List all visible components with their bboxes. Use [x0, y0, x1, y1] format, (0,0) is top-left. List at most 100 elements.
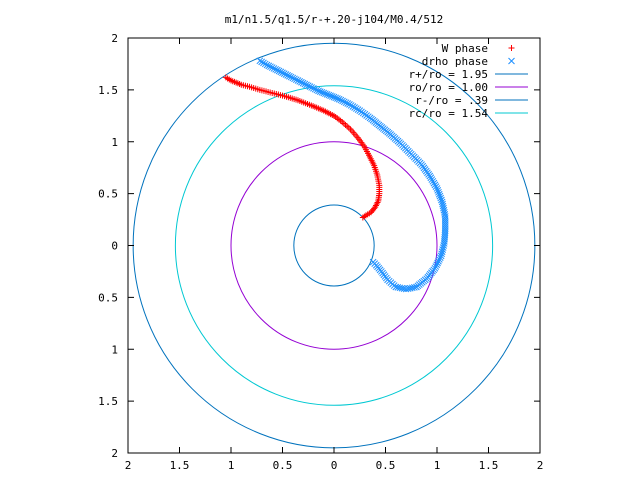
- series-1-marker: [268, 64, 276, 71]
- series-1-marker: [431, 181, 439, 189]
- series-1-marker: [435, 190, 443, 198]
- series-1-marker: [434, 259, 441, 267]
- series-1-marker: [394, 284, 402, 291]
- series-1-marker: [273, 66, 281, 74]
- series-1-marker: [282, 71, 290, 78]
- series-1-marker: [426, 172, 434, 180]
- x-tick-label: 0.5: [273, 459, 293, 472]
- series-1-marker: [340, 98, 348, 106]
- series-1-marker: [410, 284, 418, 291]
- y-tick-label: 1.5: [98, 84, 118, 97]
- series-1-marker: [438, 248, 446, 256]
- series-1-marker: [298, 78, 305, 86]
- x-tick-label: 0.5: [376, 459, 396, 472]
- y-tick-label: 0: [111, 240, 118, 253]
- legend-entry-2: r+/ro = 1.95: [409, 68, 528, 81]
- series-1-marker: [260, 59, 267, 67]
- series-1-marker: [437, 194, 445, 202]
- series-1-marker: [396, 284, 404, 292]
- series-1-marker: [440, 206, 448, 214]
- series-1-marker: [440, 240, 448, 247]
- series-1-marker: [265, 62, 273, 70]
- series-1-marker: [291, 75, 298, 83]
- series-1-marker: [258, 58, 265, 66]
- series-1-marker: [440, 204, 447, 212]
- series-1-marker: [279, 69, 286, 77]
- series-1-marker: [315, 87, 322, 95]
- series-1-marker: [303, 81, 310, 89]
- legend-entry-5: rc/ro = 1.54: [409, 107, 528, 120]
- series-1-marker: [322, 90, 329, 98]
- series-1-marker: [408, 284, 416, 292]
- legend-label: drho phase: [422, 55, 488, 68]
- y-tick-label: 0.5: [98, 291, 118, 304]
- series-1-marker: [438, 250, 445, 258]
- series-1-marker: [275, 67, 283, 75]
- legend-marker-sample: [508, 57, 515, 65]
- series-1-marker: [284, 71, 292, 79]
- series-1-marker: [406, 284, 414, 292]
- series-1-marker: [325, 91, 333, 99]
- series-1-marker: [335, 95, 343, 103]
- series-1-marker: [330, 93, 338, 101]
- x-tick-label: 2: [125, 459, 132, 472]
- series-1-marker: [437, 252, 445, 260]
- series-1-marker: [435, 257, 442, 265]
- series-1-marker: [308, 84, 316, 91]
- series-1-marker: [289, 74, 297, 82]
- series-1-marker: [311, 85, 319, 93]
- series-1-marker: [434, 187, 442, 194]
- series-1-marker: [438, 196, 445, 204]
- series-1-marker: [428, 176, 436, 183]
- series-1-marker: [344, 100, 352, 107]
- series-1-marker: [292, 76, 300, 84]
- series-1-marker: [440, 242, 448, 249]
- series-1-marker: [438, 198, 446, 206]
- legend-entry-3: ro/ro = 1.00: [409, 81, 528, 94]
- y-tick-label: 1.5: [98, 395, 118, 408]
- series-1-marker: [328, 93, 336, 100]
- chart-title: m1/n1.5/q1.5/r-+.20-j104/M0.4/512: [225, 13, 444, 26]
- series-1-marker: [316, 88, 324, 95]
- y-tick-label: 2: [111, 32, 118, 45]
- series-1-marker: [323, 91, 331, 98]
- series-1-marker: [277, 68, 285, 76]
- series-1-marker: [439, 246, 447, 254]
- series-1-marker: [436, 256, 443, 263]
- series-1-marker: [439, 244, 447, 251]
- x-tick-label: 1: [228, 459, 235, 472]
- series-1-marker: [400, 285, 408, 293]
- y-tick-label: 0.5: [98, 188, 118, 201]
- series-1-marker: [435, 188, 442, 196]
- series-1-marker: [313, 86, 321, 94]
- legend-label: r-/ro = .39: [415, 94, 488, 107]
- series-1-marker: [267, 63, 274, 71]
- y-tick-label: 1: [111, 136, 118, 149]
- series-1-marker: [436, 254, 444, 262]
- legend-entry-1: drho phase: [422, 55, 515, 68]
- legend-label: rc/ro = 1.54: [409, 107, 489, 120]
- series-1-marker: [286, 72, 293, 80]
- series-1-marker: [427, 174, 435, 182]
- x-tick-label: 0: [331, 459, 338, 472]
- series-1-marker: [272, 65, 279, 73]
- y-tick-label: 2: [111, 447, 118, 460]
- series-1-marker: [436, 192, 444, 200]
- legend-entry-0: W phase: [442, 42, 515, 55]
- series-1-marker: [263, 61, 271, 69]
- series-1: [256, 57, 449, 293]
- x-tick-label: 1.5: [170, 459, 190, 472]
- series-0: [222, 74, 383, 221]
- series-1-marker: [256, 57, 264, 65]
- series-1-marker: [301, 80, 309, 88]
- series-1-marker: [261, 60, 269, 68]
- series-1-marker: [432, 183, 440, 191]
- series-1-marker: [320, 89, 328, 97]
- circle-3: [174, 85, 494, 406]
- series-1-marker: [296, 78, 304, 85]
- x-tick-label: 1.5: [479, 459, 499, 472]
- series-1-marker: [402, 285, 410, 293]
- series-1-marker: [439, 202, 447, 210]
- series-1-marker: [310, 84, 317, 92]
